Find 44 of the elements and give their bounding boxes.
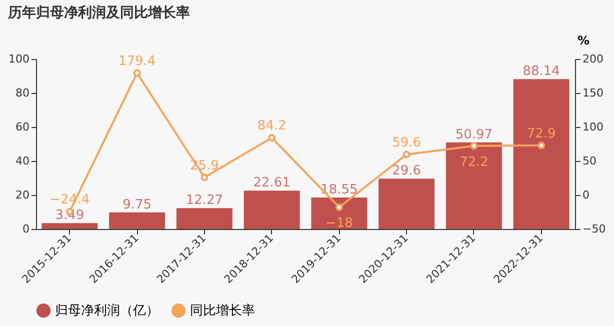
bar [446, 142, 502, 229]
y2-tick-label: 150 [582, 86, 604, 100]
data-label: 22.61 [253, 176, 290, 191]
data-label: 72.2 [459, 154, 488, 170]
y2-tick-label: 200 [582, 52, 604, 66]
y-tick-label: 60 [16, 120, 30, 134]
data-label: 12.27 [186, 193, 224, 208]
data-label: −18 [325, 216, 353, 232]
y-tick-label: 20 [16, 188, 30, 202]
y-tick-label: 100 [8, 52, 30, 66]
y2-tick-label: 50 [582, 154, 596, 168]
y-tick-label: 0 [22, 222, 30, 236]
data-label: 18.55 [320, 182, 358, 198]
point [402, 150, 410, 158]
bar [311, 197, 368, 229]
point [133, 69, 141, 77]
y2-tick-label: 0 [582, 188, 590, 202]
point [335, 204, 343, 211]
point [268, 134, 276, 142]
y-tick-label: 40 [16, 154, 30, 168]
data-label: 50.97 [455, 127, 493, 142]
bar [176, 208, 232, 229]
bar [109, 212, 166, 229]
data-label: 179.4 [118, 54, 156, 70]
bar [513, 79, 570, 229]
point [200, 174, 208, 182]
data-label: 88.14 [522, 64, 560, 80]
bar [42, 223, 98, 229]
data-label: 84.2 [257, 118, 286, 134]
data-label: 72.9 [526, 126, 556, 142]
data-label: 9.75 [122, 197, 152, 212]
bar [378, 178, 435, 229]
point [538, 142, 546, 150]
chart-title: 历年归母净利润及同比增长率 [7, 4, 190, 21]
data-label: 29.6 [392, 164, 422, 179]
legend-label: 同比增长率 [190, 302, 255, 319]
y2-axis-title: % [577, 34, 590, 48]
y-tick-label: 80 [16, 86, 30, 100]
data-label: 59.6 [392, 135, 422, 150]
y2-tick-label: 100 [582, 120, 604, 134]
bar [244, 190, 300, 229]
legend-label: 归母净利润（亿） [55, 304, 159, 319]
y2-tick-label: −50 [582, 222, 606, 236]
point [470, 142, 478, 150]
